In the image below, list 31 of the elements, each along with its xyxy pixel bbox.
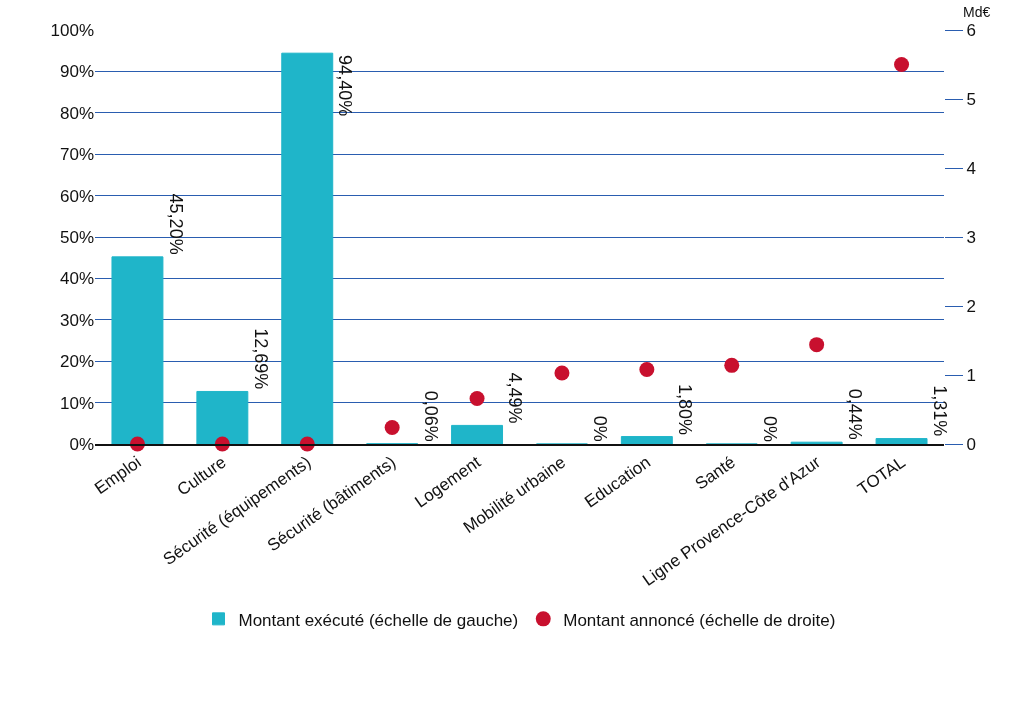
data-label: 0%: [590, 415, 611, 442]
y2-tick-label: 2: [966, 296, 976, 316]
data-label: 0%: [760, 415, 781, 442]
data-label: 0,06%: [420, 390, 441, 442]
y-tick-label: 100%: [50, 20, 94, 40]
y-tick-label: 40%: [59, 269, 94, 289]
y2-tick-label: 6: [966, 20, 976, 40]
y2-axis-title: Md€: [963, 4, 991, 20]
data-label: 1,31%: [929, 385, 950, 437]
data-label: 45,20%: [166, 193, 187, 255]
legend-label: Montant exécuté (échelle de gauche): [238, 610, 519, 630]
y2-tick-label: 3: [966, 227, 976, 247]
data-label: 94,40%: [335, 55, 356, 117]
y2-tick-label: 0: [966, 434, 976, 454]
y-tick-label: 80%: [59, 103, 94, 123]
data-label: 4,49%: [505, 372, 526, 424]
y-tick-label: 30%: [59, 310, 94, 330]
y-tick-label: 50%: [59, 227, 94, 247]
y-tick-label: 70%: [59, 145, 94, 165]
y2-tick-label: 4: [966, 158, 976, 178]
y-tick-label: 90%: [59, 62, 94, 82]
y-tick-label: 0%: [69, 434, 94, 454]
legend-label: Montant annoncé (échelle de droite): [563, 610, 836, 630]
y-tick-label: 20%: [59, 352, 94, 372]
y-tick-label: 60%: [59, 186, 94, 206]
data-label: 0,44%: [844, 388, 865, 440]
y2-tick-label: 5: [966, 89, 976, 109]
data-label: 1,80%: [675, 383, 696, 435]
y2-tick-label: 1: [966, 365, 976, 385]
y-tick-label: 10%: [59, 393, 94, 413]
data-label: 12,69%: [250, 328, 271, 390]
